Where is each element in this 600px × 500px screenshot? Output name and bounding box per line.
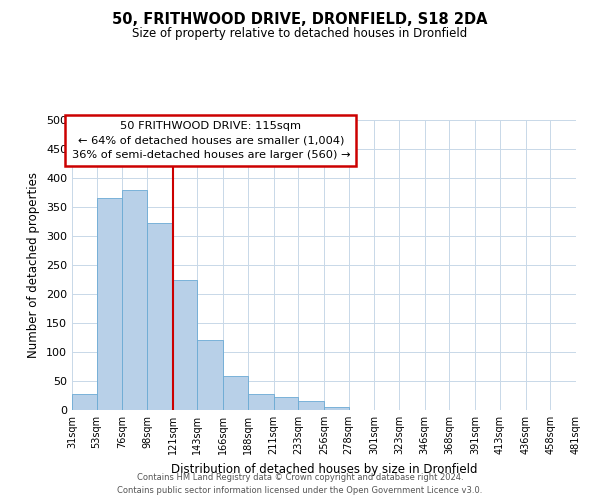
Bar	[324, 407, 349, 410]
Text: Contains HM Land Registry data © Crown copyright and database right 2024.: Contains HM Land Registry data © Crown c…	[137, 474, 463, 482]
Bar	[298, 400, 324, 410]
Text: 50, FRITHWOOD DRIVE, DRONFIELD, S18 2DA: 50, FRITHWOOD DRIVE, DRONFIELD, S18 2DA	[112, 12, 488, 28]
Y-axis label: Number of detached properties: Number of detached properties	[28, 172, 40, 358]
Text: Contains public sector information licensed under the Open Government Licence v3: Contains public sector information licen…	[118, 486, 482, 495]
Bar	[197, 340, 223, 410]
Bar	[147, 222, 173, 410]
X-axis label: Distribution of detached houses by size in Dronfield: Distribution of detached houses by size …	[171, 462, 477, 475]
Bar	[274, 397, 298, 410]
Text: Size of property relative to detached houses in Dronfield: Size of property relative to detached ho…	[133, 28, 467, 40]
Bar	[122, 190, 147, 410]
Bar	[248, 394, 274, 410]
Text: 50 FRITHWOOD DRIVE: 115sqm
← 64% of detached houses are smaller (1,004)
36% of s: 50 FRITHWOOD DRIVE: 115sqm ← 64% of deta…	[71, 121, 350, 160]
Bar	[97, 198, 122, 410]
Bar	[173, 280, 197, 410]
Bar	[72, 394, 97, 410]
Bar	[576, 406, 600, 410]
Bar	[223, 376, 248, 410]
